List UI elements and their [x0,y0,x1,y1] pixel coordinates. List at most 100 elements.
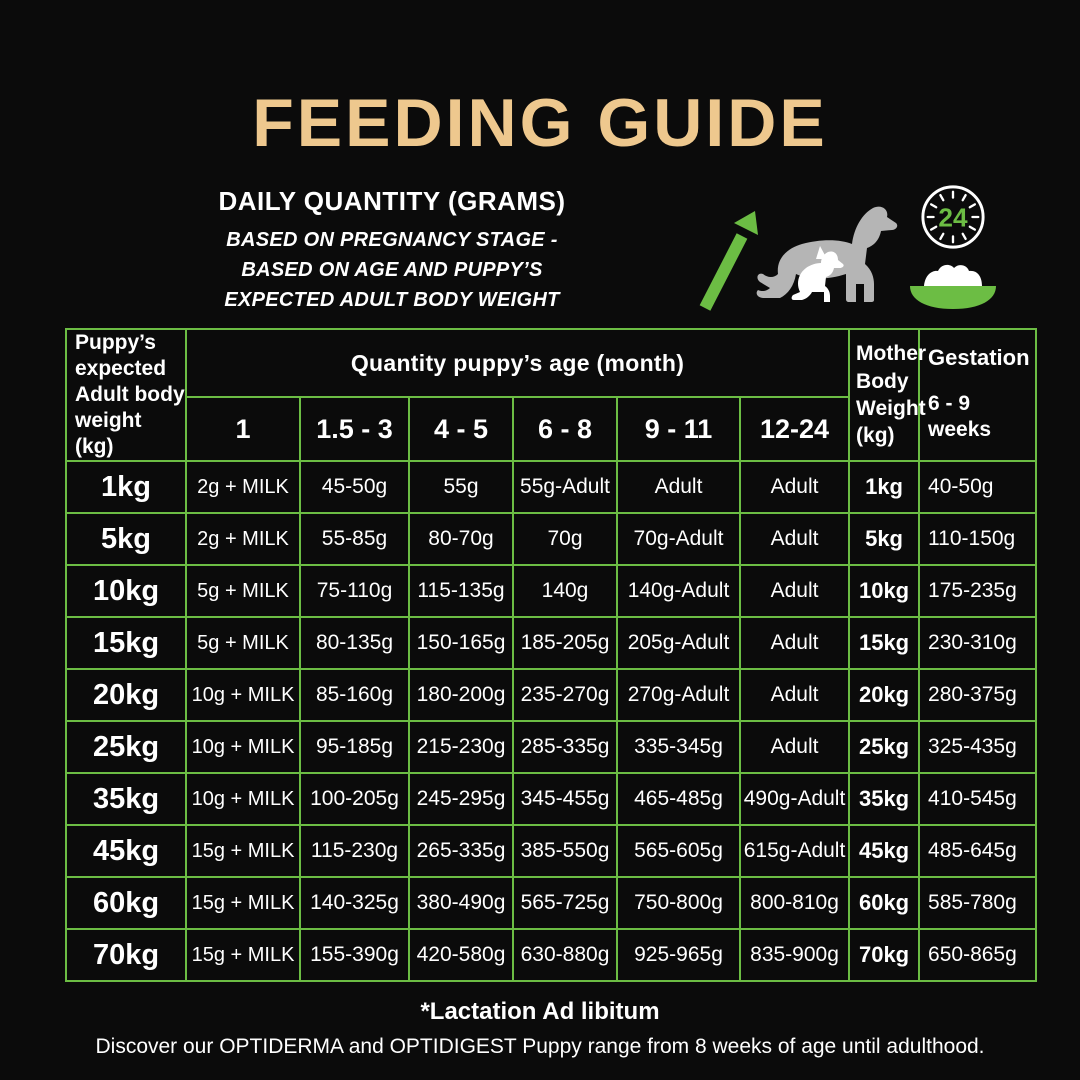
age-column-1.5-3: 1.5 - 3 [299,396,410,463]
quantity-cell: Adult [738,564,851,619]
feeding-table: Puppy’s expected Adult body weight (kg) … [65,327,1038,983]
table-row: 15kg 5g + MILK 80-135g 150-165g 185-205g 205g… [65,616,1038,671]
puppy-weight-cell: 70kg [65,928,187,983]
gestation-cell: 280-375g [918,668,1038,723]
quantity-cell: 265-335g [408,824,514,879]
quantity-cell: Adult [738,720,851,775]
quantity-cell: 10g + MILK [185,668,301,723]
mother-weight-header: Mother Body Weight (kg) [848,327,926,463]
mother-weight-cell: 1kg [848,460,921,515]
gestation-cell: 410-545g [918,772,1038,827]
gestation-cell: 325-435g [918,720,1038,775]
quantity-cell: Adult [738,460,851,515]
subtitle: DAILY QUANTITY (GRAMS) [218,186,566,216]
quantity-cell: 75-110g [299,564,410,619]
quantity-cell: 100-205g [299,772,410,827]
quantity-cell: 925-965g [616,928,741,983]
quantity-cell: 15g + MILK [185,824,301,879]
table-row: 25kg 10g + MILK 95-185g 215-230g 285-335g 335… [65,720,1038,775]
quantity-cell: 835-900g [738,928,851,983]
puppy-weight-cell: 20kg [65,668,187,723]
gestation-header: Gestation [928,345,1030,371]
gestation-cell: 40-50g [918,460,1038,515]
quantity-cell: 215-230g [408,720,514,775]
age-column-1: 1 [185,396,301,463]
table-row: 70kg 15g + MILK 155-390g 420-580g 630-880g 92… [65,928,1038,983]
age-column-9-11: 9 - 11 [616,396,741,463]
quantity-cell: 5g + MILK [185,564,301,619]
quantity-cell: 95-185g [299,720,410,775]
quantity-cell: 750-800g [616,876,741,931]
quantity-cell: 335-345g [616,720,741,775]
quantity-cell: 140g-Adult [616,564,741,619]
quantity-cell: 45-50g [299,460,410,515]
mother-weight-cell: 20kg [848,668,921,723]
table-row: 1kg 2g + MILK 45-50g 55g 55g-Adult Adult Adult… [65,460,1038,515]
quantity-cell: 150-165g [408,616,514,671]
gestation-header-cell: Gestation 6 - 9 weeks [918,327,1038,463]
quantity-cell: 490g-Adult [738,772,851,827]
puppy-weight-cell: 35kg [65,772,187,827]
table-row: 10kg 5g + MILK 75-110g 115-135g 140g 140g-Adu… [65,564,1038,619]
quantity-cell: 115-230g [299,824,410,879]
quantity-cell: 235-270g [512,668,618,723]
icon-group: 24 [692,185,1000,314]
24-hour-clock-icon: 24 [921,185,985,249]
quantity-cell: 800-810g [738,876,851,931]
quantity-cell: 55g-Adult [512,460,618,515]
puppy-weight-cell: 45kg [65,824,187,879]
quantity-cell: 420-580g [408,928,514,983]
table-row: 20kg 10g + MILK 85-160g 180-200g 235-270g 270… [65,668,1038,723]
quantity-cell: 565-725g [512,876,618,931]
gestation-cell: 585-780g [918,876,1038,931]
quantity-cell: 80-70g [408,512,514,567]
intro-text: DAILY QUANTITY (GRAMS) BASED ON PREGNANC… [92,186,692,314]
mother-weight-cell: 15kg [848,616,921,671]
quantity-cell: 155-390g [299,928,410,983]
quantity-cell: 5g + MILK [185,616,301,671]
quantity-cell: 465-485g [616,772,741,827]
quantity-cell: 10g + MILK [185,772,301,827]
quantity-cell: 115-135g [408,564,514,619]
quantity-cell: 615g-Adult [738,824,851,879]
quantity-cell: 55-85g [299,512,410,567]
table-row: 60kg 15g + MILK 140-325g 380-490g 565-725g 75… [65,876,1038,931]
age-column-12-24: 12-24 [738,396,851,463]
quantity-cell: 140g [512,564,618,619]
gestation-subheader: 6 - 9 weeks [928,391,992,441]
age-group-header: Quantity puppy’s age (month) [184,327,851,399]
puppy-weight-cell: 60kg [65,876,187,931]
mother-weight-cell: 35kg [848,772,921,827]
food-bowl-icon [910,264,996,309]
quantity-cell: 270g-Adult [616,668,741,723]
puppy-weight-cell: 1kg [65,460,187,515]
quantity-cell: 2g + MILK [185,512,301,567]
intro-section: DAILY QUANTITY (GRAMS) BASED ON PREGNANC… [0,185,1080,314]
puppy-weight-cell: 10kg [65,564,187,619]
quantity-cell: 70g-Adult [616,512,741,567]
growth-arrow-icon [699,211,758,311]
discover-text: Discover our OPTIDERMA and OPTIDIGEST Pu… [95,1035,985,1059]
age-column-4-5: 4 - 5 [408,396,514,463]
subtitle-note-line-1: BASED ON PREGNANCY STAGE - [226,229,558,251]
quantity-cell: 85-160g [299,668,410,723]
quantity-cell: 245-295g [408,772,514,827]
quantity-cell: 285-335g [512,720,618,775]
subtitle-note-line-3: EXPECTED ADULT BODY WEIGHT [224,289,560,311]
quantity-cell: Adult [738,668,851,723]
quantity-cell: 15g + MILK [185,876,301,931]
quantity-cell: 140-325g [299,876,410,931]
puppy-weight-cell: 5kg [65,512,187,567]
puppy-weight-cell: 15kg [65,616,187,671]
table-row: 5kg 2g + MILK 55-85g 80-70g 70g 70g-Adult Adul… [65,512,1038,567]
mother-weight-cell: 10kg [848,564,921,619]
corner-header: Puppy’s expected Adult body weight (kg) [65,327,187,463]
quantity-cell: 630-880g [512,928,618,983]
mother-weight-cell: 5kg [848,512,921,567]
gestation-cell: 230-310g [918,616,1038,671]
quantity-cell: 55g [408,460,514,515]
puppy-weight-cell: 25kg [65,720,187,775]
quantity-cell: 380-490g [408,876,514,931]
gestation-cell: 485-645g [918,824,1038,879]
